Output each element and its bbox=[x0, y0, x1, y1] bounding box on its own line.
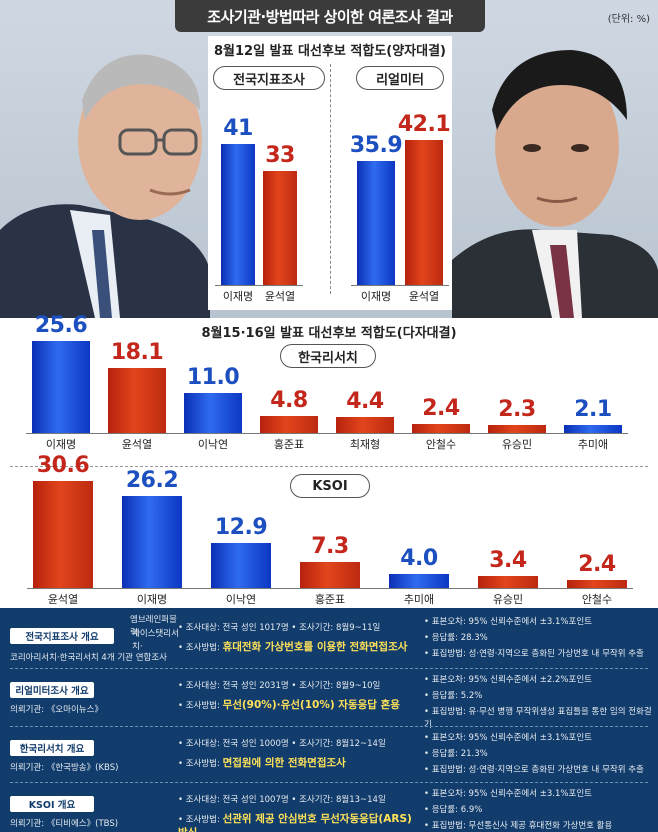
info-title-box: 전국지표조사 개요 bbox=[10, 628, 114, 644]
poll-tag-realmeter: 리얼미터 bbox=[356, 66, 444, 90]
bar-KSOI-2 bbox=[211, 542, 271, 588]
info-separator bbox=[10, 782, 648, 783]
section1-divider bbox=[330, 64, 331, 294]
bar-한국리서치-7 bbox=[564, 425, 622, 433]
section2-divider bbox=[10, 466, 648, 467]
bar-KSOI-6 bbox=[567, 579, 627, 588]
info-client: 엠브레인퍼블릭· 케이스탯리서치· 코리아리서치·한국리서치 4개 기관 연합조사 bbox=[10, 615, 179, 663]
category-label-한국리서치-6: 유승민 bbox=[501, 438, 533, 451]
category-label-한국리서치-0: 이재명 bbox=[45, 438, 77, 451]
bar-KSOI-1 bbox=[122, 496, 182, 588]
bar-한국리서치-2 bbox=[184, 393, 242, 433]
info-client: 의뢰기관: 《티비에스》(TBS) bbox=[10, 819, 119, 829]
value-label-한국리서치-1: 18.1 bbox=[110, 339, 164, 365]
value-label-전국지표조사-0: 41 bbox=[223, 115, 253, 141]
category-label-KSOI-2: 이낙연 bbox=[225, 593, 257, 606]
category-label-리얼미터-0: 이재명 bbox=[360, 290, 392, 303]
info-method: • 조사대상: 전국 성인 2031명 • 조사기간: 8월9~10일 • 조사방… bbox=[178, 681, 400, 711]
baseline-KSOI bbox=[27, 588, 633, 589]
value-label-전국지표조사-1: 33 bbox=[265, 143, 295, 169]
info-stats: • 표본오차: 95% 신뢰수준에서 ±3.1%포인트 • 응답률: 21.3% •… bbox=[424, 733, 644, 775]
info-client: 의뢰기관: 《오마이뉴스》 bbox=[10, 705, 103, 715]
unit-label: (단위: %) bbox=[607, 14, 650, 25]
info-title-box: KSOI 개요 bbox=[10, 796, 94, 812]
category-label-전국지표조사-0: 이재명 bbox=[222, 290, 254, 303]
baseline-리얼미터 bbox=[351, 285, 449, 286]
category-label-KSOI-3: 홍준표 bbox=[314, 593, 346, 606]
value-label-리얼미터-0: 35.9 bbox=[349, 133, 403, 159]
value-label-한국리서치-7: 2.1 bbox=[574, 397, 612, 423]
bar-한국리서치-3 bbox=[260, 415, 318, 433]
category-label-KSOI-6: 안철수 bbox=[581, 593, 613, 606]
value-label-KSOI-2: 12.9 bbox=[214, 514, 268, 540]
category-label-한국리서치-4: 최재형 bbox=[349, 438, 381, 451]
bar-한국리서치-1 bbox=[108, 367, 166, 433]
info-client: 의뢰기관: 《한국방송》(KBS) bbox=[10, 763, 119, 773]
value-label-KSOI-3: 7.3 bbox=[311, 534, 349, 560]
category-label-한국리서치-5: 안철수 bbox=[425, 438, 457, 451]
value-label-한국리서치-0: 25.6 bbox=[34, 312, 88, 338]
section2-title: 8월15·16일 발표 대선후보 적합도(다자대결) bbox=[201, 326, 457, 341]
value-label-KSOI-5: 3.4 bbox=[489, 548, 527, 574]
info-stats: • 표본오차: 95% 신뢰수준에서 ±3.1%포인트 • 응답률: 6.9% • … bbox=[424, 789, 613, 831]
value-label-리얼미터-1: 42.1 bbox=[397, 111, 451, 137]
info-method: • 조사대상: 전국 성인 1007명 • 조사기간: 8월13~14일 • 조사… bbox=[178, 795, 412, 832]
bar-KSOI-5 bbox=[478, 576, 538, 588]
value-label-KSOI-4: 4.0 bbox=[400, 546, 438, 571]
value-label-한국리서치-2: 11.0 bbox=[186, 365, 240, 391]
value-label-한국리서치-6: 2.3 bbox=[498, 396, 536, 422]
value-label-KSOI-0: 30.6 bbox=[36, 452, 90, 478]
info-separator bbox=[10, 668, 648, 669]
category-label-한국리서치-7: 추미애 bbox=[577, 438, 609, 451]
main-title: 조사기관·방법따라 상이한 여론조사 결과 bbox=[175, 0, 485, 32]
info-separator bbox=[10, 726, 648, 727]
bar-리얼미터-1 bbox=[405, 139, 443, 285]
poll-tag-hankook: 한국리서치 bbox=[280, 344, 376, 368]
info-stats: • 표본오차: 95% 신뢰수준에서 ±2.2%포인트 • 응답률: 5.2% • … bbox=[424, 675, 652, 730]
bar-한국리서치-4 bbox=[336, 417, 394, 433]
bar-한국리서치-5 bbox=[412, 424, 470, 433]
info-method: • 조사대상: 전국 성인 1000명 • 조사기간: 8월12~14일 • 조사… bbox=[178, 739, 386, 769]
poll-tag-ksoi: KSOI bbox=[290, 474, 370, 498]
value-label-한국리서치-3: 4.8 bbox=[270, 387, 308, 413]
section1-title: 8월12일 발표 대선후보 적합도(양자대결) bbox=[214, 44, 446, 59]
info-stats: • 표본오차: 95% 신뢰수준에서 ±3.1%포인트 • 응답률: 28.3% •… bbox=[424, 617, 644, 659]
person-right-photo bbox=[452, 50, 658, 318]
value-label-KSOI-1: 26.2 bbox=[125, 468, 179, 494]
value-label-KSOI-6: 2.4 bbox=[578, 551, 616, 577]
value-label-한국리서치-5: 2.4 bbox=[422, 396, 460, 422]
bar-한국리서치-0 bbox=[32, 340, 90, 433]
poll-tag-jeonguk: 전국지표조사 bbox=[213, 66, 325, 90]
category-label-한국리서치-1: 윤석열 bbox=[121, 438, 153, 451]
category-label-KSOI-1: 이재명 bbox=[136, 593, 168, 606]
info-title-box: 한국리서치 개요 bbox=[10, 740, 94, 756]
bar-KSOI-0 bbox=[33, 480, 93, 588]
bar-KSOI-4 bbox=[389, 574, 449, 588]
value-label-한국리서치-4: 4.4 bbox=[346, 389, 384, 415]
category-label-한국리서치-2: 이낙연 bbox=[197, 438, 229, 451]
category-label-KSOI-0: 윤석열 bbox=[47, 593, 79, 606]
bar-한국리서치-6 bbox=[488, 424, 546, 433]
bar-리얼미터-0 bbox=[357, 161, 395, 285]
info-title-box: 리얼미터조사 개요 bbox=[10, 682, 94, 698]
survey-info-panel: 전국지표조사 개요 엠브레인퍼블릭· 케이스탯리서치· 코리아리서치·한국리서치 4개… bbox=[0, 608, 658, 832]
category-label-전국지표조사-1: 윤석열 bbox=[264, 290, 296, 303]
category-label-한국리서치-3: 홍준표 bbox=[273, 438, 305, 451]
info-method: • 조사대상: 전국 성인 1017명 • 조사기간: 8월9~11일 • 조사방… bbox=[178, 623, 408, 653]
baseline-한국리서치 bbox=[26, 433, 628, 434]
person-left-photo bbox=[0, 54, 210, 318]
bar-전국지표조사-0 bbox=[221, 143, 255, 285]
baseline-전국지표조사 bbox=[215, 285, 303, 286]
category-label-KSOI-4: 추미애 bbox=[403, 593, 435, 606]
category-label-리얼미터-1: 윤석열 bbox=[408, 290, 440, 303]
category-label-KSOI-5: 유승민 bbox=[492, 593, 524, 606]
bar-전국지표조사-1 bbox=[263, 171, 297, 285]
bar-KSOI-3 bbox=[300, 562, 360, 588]
